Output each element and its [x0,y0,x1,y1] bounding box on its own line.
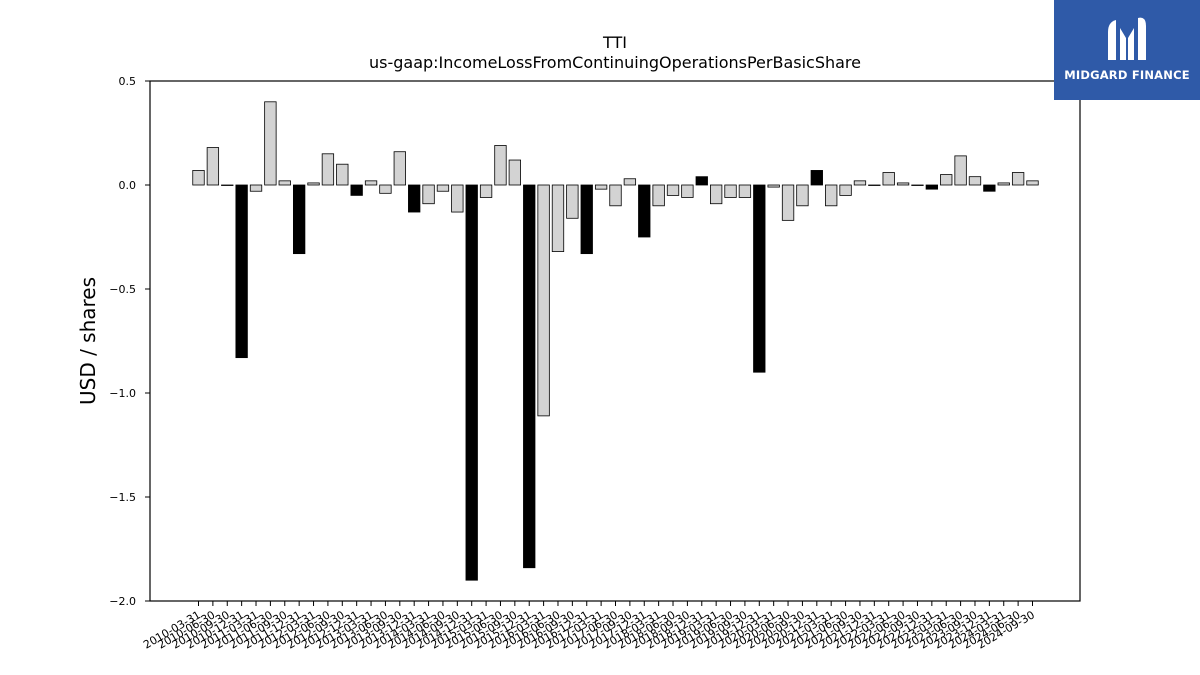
midgard-logo-icon [1108,17,1146,61]
bar-2021-09-30 [853,180,867,186]
bar-2014-03-31 [422,184,435,205]
bar-2010-06-30 [206,147,220,186]
bar-2016-06-30 [551,184,565,252]
bar-2018-06-30 [666,184,680,196]
bar-2019-03-31 [710,184,723,205]
bar-2020-03-31 [767,184,780,188]
bar-2019-09-30 [738,184,752,198]
y-axis: 0.5 0.0 −0.5 −1.0 −1.5 −2.0 [109,75,150,608]
bar-2022-12-31 [925,184,938,190]
bar-2016-09-30 [566,184,579,219]
y-tick-label: −0.5 [109,283,136,296]
bar-2012-06-30 [321,153,335,186]
bar-2020-12-31 [810,170,823,186]
bar-2021-03-31 [825,184,838,207]
bar-2023-03-31 [940,174,953,186]
bar-2017-09-30 [623,178,637,186]
bar-2018-09-30 [681,184,694,198]
bar-2014-09-30 [451,184,464,213]
bar-2011-03-31 [249,184,263,192]
bar-2013-06-30 [379,184,392,194]
y-tick-label: −2.0 [109,595,136,608]
bar-2016-03-31 [537,184,550,417]
bar-2023-06-30 [954,155,967,186]
bar-2011-12-31 [292,184,306,255]
bar-2015-09-30 [508,159,521,186]
bar-2012-09-30 [336,163,349,186]
y-tick-label: −1.0 [109,387,136,400]
bar-2017-12-31 [638,184,651,238]
bar-2011-06-30 [264,101,277,186]
bar-2015-12-31 [523,184,536,569]
bar-2017-06-30 [609,184,622,207]
bar-2024-06-30 [1011,172,1025,186]
bar-2022-09-30 [911,184,924,186]
plot-frame [149,80,1081,602]
bar-2010-12-31 [235,184,248,359]
bar-2015-06-30 [494,145,507,186]
midgard-finance-logo: MIDGARD FINANCE [1054,0,1200,100]
bar-2011-09-30 [278,180,291,186]
chart-subtitle: us-gaap:IncomeLossFromContinuingOperatio… [369,53,861,72]
bar-2024-03-31 [997,182,1010,186]
bar-2018-12-31 [695,176,708,186]
bar-2015-03-31 [479,184,493,198]
bar-2013-03-31 [364,180,378,186]
bar-2013-09-30 [393,151,406,186]
bar-2019-12-31 [753,184,766,373]
bar-2013-12-31 [408,184,421,213]
chart-title: TTI [602,33,627,52]
bar-2022-03-31 [882,172,895,186]
y-tick-label: −1.5 [109,491,136,504]
bar-2019-06-30 [724,184,737,198]
bar-2010-03-31 [192,170,205,186]
y-axis-label: USD / shares [76,277,100,405]
x-axis: 2010-03-312010-06-302010-09-302010-12-31… [141,601,1037,652]
bar-2016-12-31 [580,184,593,255]
bar-2014-06-30 [436,184,450,192]
bar-2023-09-30 [968,176,982,186]
bar-2024-09-30 [1026,180,1039,186]
bar-2018-03-31 [652,184,665,207]
y-tick-label: 0.5 [119,75,137,88]
bar-2012-12-31 [350,184,363,196]
bar-2020-06-30 [781,184,795,221]
bar-2021-06-30 [839,184,852,196]
bar-2021-12-31 [868,184,881,186]
y-tick-label: 0.0 [119,179,137,192]
bar-2014-12-31 [465,184,478,581]
bar-2010-09-30 [221,184,234,186]
logo-text: MIDGARD FINANCE [1064,68,1190,82]
bar-2017-03-31 [594,184,608,190]
bars [192,101,1039,581]
bar-2022-06-30 [896,182,910,186]
bar-2023-12-31 [983,184,996,192]
bar-2020-09-30 [796,184,809,207]
bar-2012-03-31 [307,182,320,186]
